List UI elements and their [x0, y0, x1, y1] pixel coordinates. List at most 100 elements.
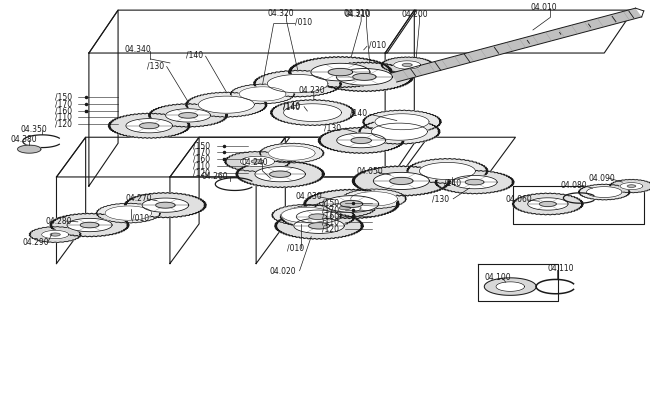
- Polygon shape: [178, 113, 197, 118]
- Polygon shape: [268, 146, 315, 160]
- Polygon shape: [337, 133, 385, 148]
- Text: /130: /130: [432, 194, 450, 203]
- Text: 04.080: 04.080: [560, 181, 587, 190]
- Text: 04.310: 04.310: [344, 9, 370, 18]
- Polygon shape: [304, 189, 399, 219]
- Polygon shape: [496, 282, 525, 291]
- Polygon shape: [280, 205, 355, 228]
- Text: 04.090: 04.090: [588, 174, 615, 183]
- Text: 04.010: 04.010: [531, 3, 557, 12]
- Polygon shape: [67, 218, 112, 232]
- Polygon shape: [484, 278, 536, 295]
- Text: 04.320: 04.320: [267, 9, 294, 18]
- Polygon shape: [251, 160, 264, 163]
- Polygon shape: [351, 192, 398, 206]
- Text: 04.280: 04.280: [46, 216, 72, 226]
- Text: 04.200: 04.200: [402, 10, 428, 18]
- Text: /120: /120: [193, 168, 210, 177]
- Polygon shape: [284, 104, 342, 122]
- Polygon shape: [236, 161, 324, 188]
- Polygon shape: [225, 151, 290, 172]
- Polygon shape: [363, 110, 441, 134]
- Text: 04.030: 04.030: [295, 192, 322, 200]
- Polygon shape: [165, 109, 211, 122]
- Polygon shape: [359, 119, 440, 144]
- Text: 04.260: 04.260: [201, 172, 228, 181]
- Polygon shape: [186, 92, 267, 117]
- Polygon shape: [255, 166, 305, 182]
- Polygon shape: [339, 206, 351, 210]
- Text: /130: /130: [147, 61, 164, 70]
- Polygon shape: [29, 226, 81, 242]
- Text: 04.270: 04.270: [126, 194, 152, 202]
- Polygon shape: [628, 185, 635, 187]
- Polygon shape: [324, 196, 379, 212]
- Text: /130: /130: [324, 123, 340, 132]
- Polygon shape: [108, 113, 190, 138]
- Polygon shape: [419, 162, 475, 180]
- Polygon shape: [337, 68, 393, 85]
- Text: /140: /140: [350, 109, 367, 118]
- Polygon shape: [105, 206, 152, 220]
- Polygon shape: [288, 57, 392, 88]
- Polygon shape: [375, 114, 429, 130]
- Text: /010: /010: [286, 243, 304, 252]
- Polygon shape: [512, 193, 583, 215]
- Polygon shape: [294, 218, 344, 234]
- Polygon shape: [394, 61, 421, 69]
- Text: /140: /140: [186, 50, 203, 60]
- Polygon shape: [309, 223, 329, 229]
- Polygon shape: [124, 193, 206, 218]
- Polygon shape: [352, 166, 450, 196]
- Text: /160: /160: [55, 106, 72, 115]
- Text: /140: /140: [283, 102, 301, 111]
- Text: /170: /170: [322, 205, 339, 214]
- Polygon shape: [407, 158, 488, 184]
- Polygon shape: [270, 171, 290, 177]
- Text: /110: /110: [322, 218, 339, 227]
- Polygon shape: [390, 177, 413, 184]
- Text: /110: /110: [193, 161, 210, 170]
- Polygon shape: [18, 145, 41, 153]
- Polygon shape: [296, 210, 339, 223]
- Polygon shape: [271, 204, 342, 226]
- Text: /010: /010: [295, 18, 312, 27]
- Text: 04.100: 04.100: [484, 273, 511, 282]
- Text: /160: /160: [322, 211, 339, 220]
- Text: /110: /110: [55, 113, 72, 122]
- Polygon shape: [372, 123, 428, 140]
- Text: /160: /160: [193, 154, 210, 164]
- Polygon shape: [260, 143, 324, 163]
- Polygon shape: [329, 203, 361, 213]
- Polygon shape: [391, 8, 642, 82]
- Polygon shape: [240, 87, 286, 101]
- Polygon shape: [142, 198, 189, 212]
- Polygon shape: [318, 128, 404, 153]
- Polygon shape: [50, 233, 60, 236]
- Text: /170: /170: [55, 99, 72, 108]
- Polygon shape: [230, 84, 295, 104]
- Polygon shape: [270, 100, 355, 126]
- Polygon shape: [315, 62, 413, 92]
- Polygon shape: [351, 137, 371, 144]
- Polygon shape: [620, 183, 643, 190]
- Text: 04.350: 04.350: [21, 125, 48, 134]
- Polygon shape: [435, 170, 514, 194]
- Text: /010: /010: [132, 213, 149, 222]
- Polygon shape: [527, 198, 568, 210]
- Polygon shape: [156, 202, 175, 208]
- Text: 04.340: 04.340: [124, 45, 151, 54]
- Polygon shape: [148, 104, 228, 127]
- Polygon shape: [42, 230, 69, 239]
- Polygon shape: [80, 222, 99, 228]
- Polygon shape: [275, 212, 363, 239]
- Polygon shape: [402, 64, 412, 66]
- Text: 04.290: 04.290: [22, 238, 49, 247]
- Text: 04.020: 04.020: [269, 267, 296, 276]
- Polygon shape: [126, 118, 173, 133]
- Text: /120: /120: [55, 120, 72, 129]
- Polygon shape: [587, 187, 622, 198]
- Text: 04.050: 04.050: [357, 167, 383, 176]
- Text: 04.210: 04.210: [345, 10, 372, 18]
- Polygon shape: [328, 68, 353, 76]
